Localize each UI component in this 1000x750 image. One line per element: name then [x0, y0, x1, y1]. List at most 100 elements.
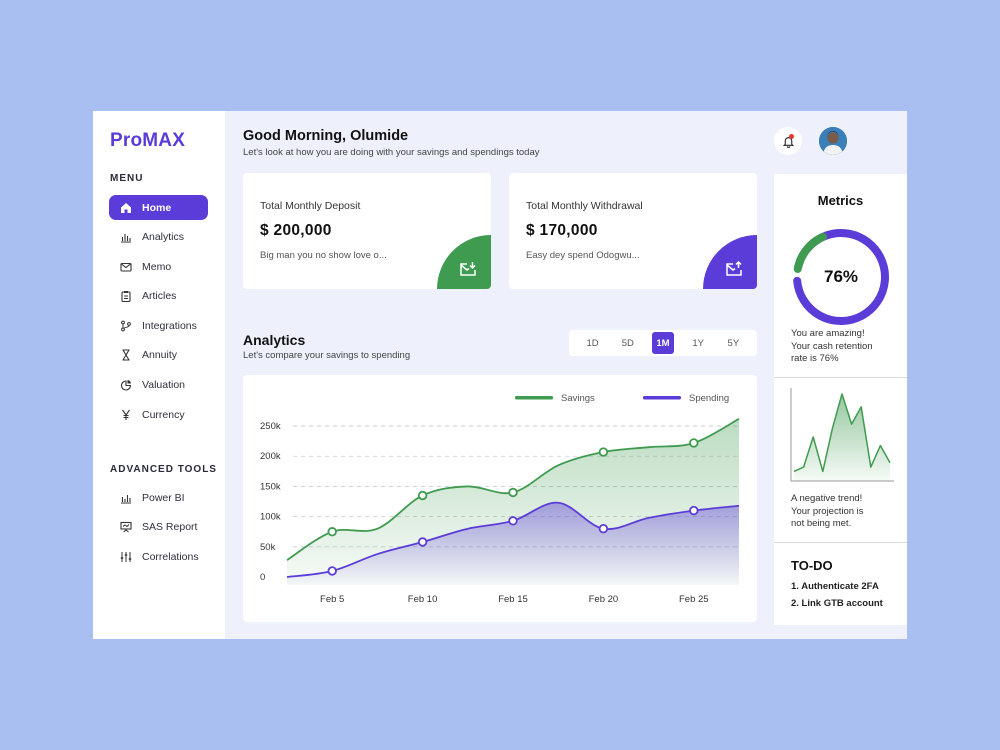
sidebar-item-currency[interactable]: Currency: [109, 402, 208, 427]
home-icon: [119, 201, 133, 215]
y-tick-label: 200k: [260, 451, 281, 462]
presentation-icon: [119, 520, 133, 534]
withdrawal-amount: $ 170,000: [526, 222, 598, 239]
retention-percent: 76%: [823, 267, 859, 286]
deposit-note: Big man you no show love o...: [260, 250, 387, 261]
divider: [774, 377, 907, 378]
deposit-amount: $ 200,000: [260, 222, 332, 239]
hourglass-icon: [119, 348, 133, 362]
tools-nav: Power BI SAS Report Correlations: [109, 485, 208, 574]
page-subtitle: Let's look at how you are doing with you…: [243, 147, 540, 158]
sidebar-item-integrations[interactable]: Integrations: [109, 313, 208, 338]
gauge-remaining-arc: [793, 232, 828, 274]
trend-message-line3: not being met.: [791, 518, 852, 529]
metrics-title: Metrics: [817, 193, 864, 208]
sidebar-item-home[interactable]: Home: [109, 195, 208, 220]
bar-chart-icon: [119, 491, 133, 505]
mail-icon: [119, 260, 133, 274]
git-branch-icon: [119, 319, 133, 333]
sidebar-item-annuity[interactable]: Annuity: [109, 343, 208, 368]
yen-icon: [119, 408, 133, 422]
sidebar-item-analytics[interactable]: Analytics: [109, 225, 208, 250]
trend-area: [794, 394, 890, 481]
data-point[interactable]: [689, 438, 699, 448]
sidebar-item-label: SAS Report: [142, 521, 198, 534]
data-point[interactable]: [689, 505, 699, 516]
sidebar-item-label: Correlations: [142, 550, 199, 563]
sidebar-item-label: Analytics: [142, 231, 185, 244]
sidebar-item-label: Memo: [142, 260, 172, 273]
deposit-corner[interactable]: [437, 235, 491, 289]
data-point[interactable]: [327, 566, 337, 576]
legend-swatch: [515, 396, 553, 400]
series-area-spending: [287, 502, 739, 585]
withdrawal-corner[interactable]: [703, 235, 757, 289]
range-1y-button[interactable]: 1Y: [692, 337, 704, 349]
x-tick-label: Feb 25: [679, 594, 709, 605]
todo-item[interactable]: 1. Authenticate 2FA: [791, 581, 879, 592]
download-mail-icon: [459, 261, 477, 277]
retention-gauge: [793, 229, 889, 325]
metrics-message-line1: You are amazing!: [791, 328, 865, 339]
withdrawal-title: Total Monthly Withdrawal: [526, 200, 643, 212]
analytics-subtitle: Let's compare your savings to spending: [243, 350, 411, 361]
data-point[interactable]: [598, 523, 609, 534]
sidebar-item-label: Annuity: [142, 349, 178, 362]
sidebar-item-label: Integrations: [142, 319, 197, 332]
sidebar-item-label: Articles: [142, 290, 177, 303]
data-point[interactable]: [417, 490, 428, 501]
metrics-panel: Metrics 76% You are amazing! Your cash r…: [774, 174, 907, 625]
todo-item[interactable]: 2. Link GTB account: [791, 598, 883, 609]
x-tick-label: Feb 15: [498, 594, 528, 605]
analytics-chart-card: 0 50k 100k 150k 200k 250k Feb 5 Feb 10 Feb 15 Fe…: [243, 375, 757, 622]
todo-title: TO-DO: [791, 558, 833, 573]
sidebar-item-correlations[interactable]: Correlations: [109, 544, 208, 569]
y-tick-label: 250k: [260, 421, 281, 432]
sidebar-item-label: Power BI: [142, 491, 185, 504]
legend-label: Spending: [689, 393, 729, 404]
sidebar-item-power-bi[interactable]: Power BI: [109, 485, 208, 510]
dashboard-window: ProMAX MENU Home Analytics Memo Articles…: [93, 111, 907, 639]
sidebar-item-label: Currency: [142, 408, 185, 421]
app-logo[interactable]: ProMAX: [110, 130, 186, 151]
range-1d-button[interactable]: 1D: [586, 337, 599, 349]
trend-line: [793, 393, 891, 473]
sidebar-item-articles[interactable]: Articles: [109, 284, 208, 309]
legend-swatch: [643, 396, 681, 400]
page-title: Good Morning, Olumide: [243, 128, 409, 144]
data-point[interactable]: [417, 537, 428, 547]
y-tick-label: 100k: [260, 512, 281, 523]
data-point[interactable]: [598, 447, 609, 457]
x-tick-label: Feb 5: [320, 594, 344, 605]
y-tick-label: 150k: [260, 481, 281, 492]
deposit-title: Total Monthly Deposit: [260, 200, 361, 212]
sliders-icon: [119, 550, 133, 564]
advanced-tools-title: ADVANCED TOOLS: [110, 464, 217, 475]
pie-icon: [119, 378, 133, 392]
range-5y-button[interactable]: 5Y: [727, 337, 740, 349]
sidebar: ProMAX MENU Home Analytics Memo Articles…: [93, 111, 225, 639]
notifications-button[interactable]: [774, 127, 802, 155]
trend-message-line2: Your projection is: [791, 505, 864, 517]
data-point[interactable]: [327, 527, 337, 537]
data-point[interactable]: [508, 487, 518, 498]
x-tick-label: Feb 10: [408, 594, 438, 605]
deposit-card[interactable]: Total Monthly Deposit $ 200,000 Big man …: [243, 173, 491, 289]
sidebar-item-valuation[interactable]: Valuation: [109, 373, 208, 398]
notification-dot: [789, 134, 794, 139]
data-point[interactable]: [508, 516, 518, 526]
x-tick-label: Feb 20: [589, 594, 619, 605]
sidebar-item-label: Valuation: [142, 379, 186, 392]
range-selector: 1D 5D 1M 1Y 5Y: [569, 330, 757, 356]
avatar[interactable]: [819, 127, 847, 155]
metrics-message-line2: Your cash retention: [791, 340, 873, 352]
range-1m-button[interactable]: 1M: [651, 332, 674, 354]
sidebar-item-sas-report[interactable]: SAS Report: [109, 515, 208, 540]
y-tick-label: 0: [260, 572, 265, 583]
withdrawal-card[interactable]: Total Monthly Withdrawal $ 170,000 Easy …: [509, 173, 757, 289]
legend-label: Savings: [561, 393, 595, 404]
range-5d-button[interactable]: 5D: [621, 337, 634, 349]
sidebar-item-memo[interactable]: Memo: [109, 254, 208, 279]
clipboard-icon: [119, 289, 133, 303]
divider: [774, 542, 907, 543]
